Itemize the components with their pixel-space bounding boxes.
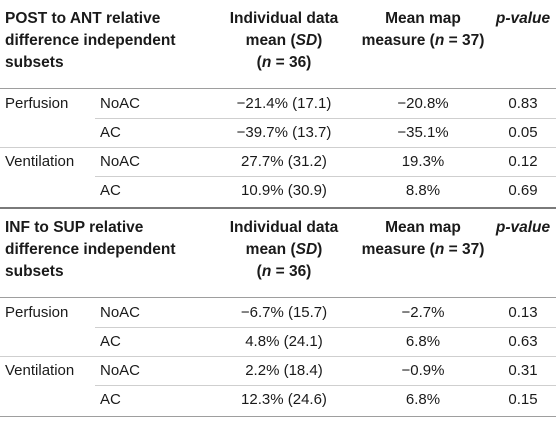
row-group: Ventilation — [5, 362, 75, 379]
section-title: POST to ANT relative difference independ… — [5, 8, 195, 74]
header-line: measure (n = 37) — [361, 32, 485, 49]
row-rule — [95, 327, 556, 328]
row-rule — [0, 356, 556, 357]
table-row: AC 12.3% (24.6) 6.8% 0.15 — [0, 385, 556, 414]
row-subset: AC — [100, 124, 121, 141]
column-header-p-value: p-value — [490, 217, 556, 239]
header-line: Mean map — [385, 10, 461, 27]
header-line: mean (SD) — [245, 241, 323, 258]
header-line: p-value — [495, 10, 551, 27]
row-individual: 2.2% (18.4) — [245, 362, 323, 379]
table-row: Perfusion NoAC −21.4% (17.1) −20.8% 0.83 — [0, 89, 556, 118]
row-rule — [0, 147, 556, 148]
row-p: 0.13 — [508, 304, 538, 321]
row-p: 0.31 — [508, 362, 538, 379]
row-p: 0.05 — [508, 124, 538, 141]
row-p: 0.15 — [508, 391, 538, 408]
header-line: mean (SD) — [245, 32, 323, 49]
row-p: 0.63 — [508, 333, 538, 350]
table-row: Perfusion NoAC −6.7% (15.7) −2.7% 0.13 — [0, 298, 556, 327]
table-row: AC 10.9% (30.9) 8.8% 0.69 — [0, 176, 556, 205]
header-line: measure (n = 37) — [361, 241, 485, 258]
row-rule — [95, 176, 556, 177]
column-header-individual: Individual data mean (SD) (n = 36) — [210, 8, 358, 74]
header-line: Individual data — [229, 219, 339, 236]
row-map: −0.9% — [401, 362, 445, 379]
column-header-map: Mean map measure (n = 37) — [360, 217, 486, 261]
row-individual: 12.3% (24.6) — [241, 391, 327, 408]
row-individual: 4.8% (24.1) — [245, 333, 323, 350]
section-title-line: INF to SUP relative — [5, 219, 144, 236]
table-row: Ventilation NoAC 2.2% (18.4) −0.9% 0.31 — [0, 356, 556, 385]
section-title-line: POST to ANT relative — [5, 10, 161, 27]
row-map: 19.3% — [401, 153, 445, 170]
header-line: p-value — [495, 219, 551, 236]
table-bottom-rule — [0, 416, 556, 417]
section-title-line: subsets — [5, 263, 64, 280]
section-title-line: difference independent — [5, 32, 176, 49]
section-title-line: difference independent — [5, 241, 176, 258]
row-subset: AC — [100, 333, 121, 350]
row-map: −2.7% — [401, 304, 445, 321]
column-header-p-value: p-value — [490, 8, 556, 30]
row-group: Perfusion — [5, 304, 69, 321]
table-row: Ventilation NoAC 27.7% (31.2) 19.3% 0.12 — [0, 147, 556, 176]
table-row: AC −39.7% (13.7) −35.1% 0.05 — [0, 118, 556, 147]
row-individual: −6.7% (15.7) — [240, 304, 328, 321]
table-row: AC 4.8% (24.1) 6.8% 0.63 — [0, 327, 556, 356]
column-header-individual: Individual data mean (SD) (n = 36) — [210, 217, 358, 283]
header-rule — [0, 297, 556, 298]
row-rule — [95, 385, 556, 386]
row-individual: 27.7% (31.2) — [241, 153, 327, 170]
header-line: (n = 36) — [256, 54, 312, 71]
row-subset: NoAC — [100, 95, 141, 112]
row-p: 0.12 — [508, 153, 538, 170]
section-divider — [0, 207, 556, 209]
header-line: Mean map — [385, 219, 461, 236]
row-map: 6.8% — [405, 391, 441, 408]
row-subset: AC — [100, 182, 121, 199]
column-header-map: Mean map measure (n = 37) — [360, 8, 486, 52]
row-map: 8.8% — [405, 182, 441, 199]
row-individual: 10.9% (30.9) — [241, 182, 327, 199]
row-subset: NoAC — [100, 304, 141, 321]
row-group: Perfusion — [5, 95, 69, 112]
row-subset: NoAC — [100, 153, 141, 170]
header-line: Individual data — [229, 10, 339, 27]
row-individual: −21.4% (17.1) — [236, 95, 332, 112]
row-p: 0.83 — [508, 95, 538, 112]
row-map: −35.1% — [397, 124, 449, 141]
section-title: INF to SUP relative difference independe… — [5, 217, 195, 283]
row-individual: −39.7% (13.7) — [236, 124, 332, 141]
row-group: Ventilation — [5, 153, 75, 170]
section-title-line: subsets — [5, 54, 64, 71]
row-map: −20.8% — [397, 95, 449, 112]
header-rule — [0, 88, 556, 89]
row-subset: AC — [100, 391, 121, 408]
row-subset: NoAC — [100, 362, 141, 379]
row-map: 6.8% — [405, 333, 441, 350]
row-p: 0.69 — [508, 182, 538, 199]
header-line: (n = 36) — [256, 263, 312, 280]
row-rule — [95, 118, 556, 119]
